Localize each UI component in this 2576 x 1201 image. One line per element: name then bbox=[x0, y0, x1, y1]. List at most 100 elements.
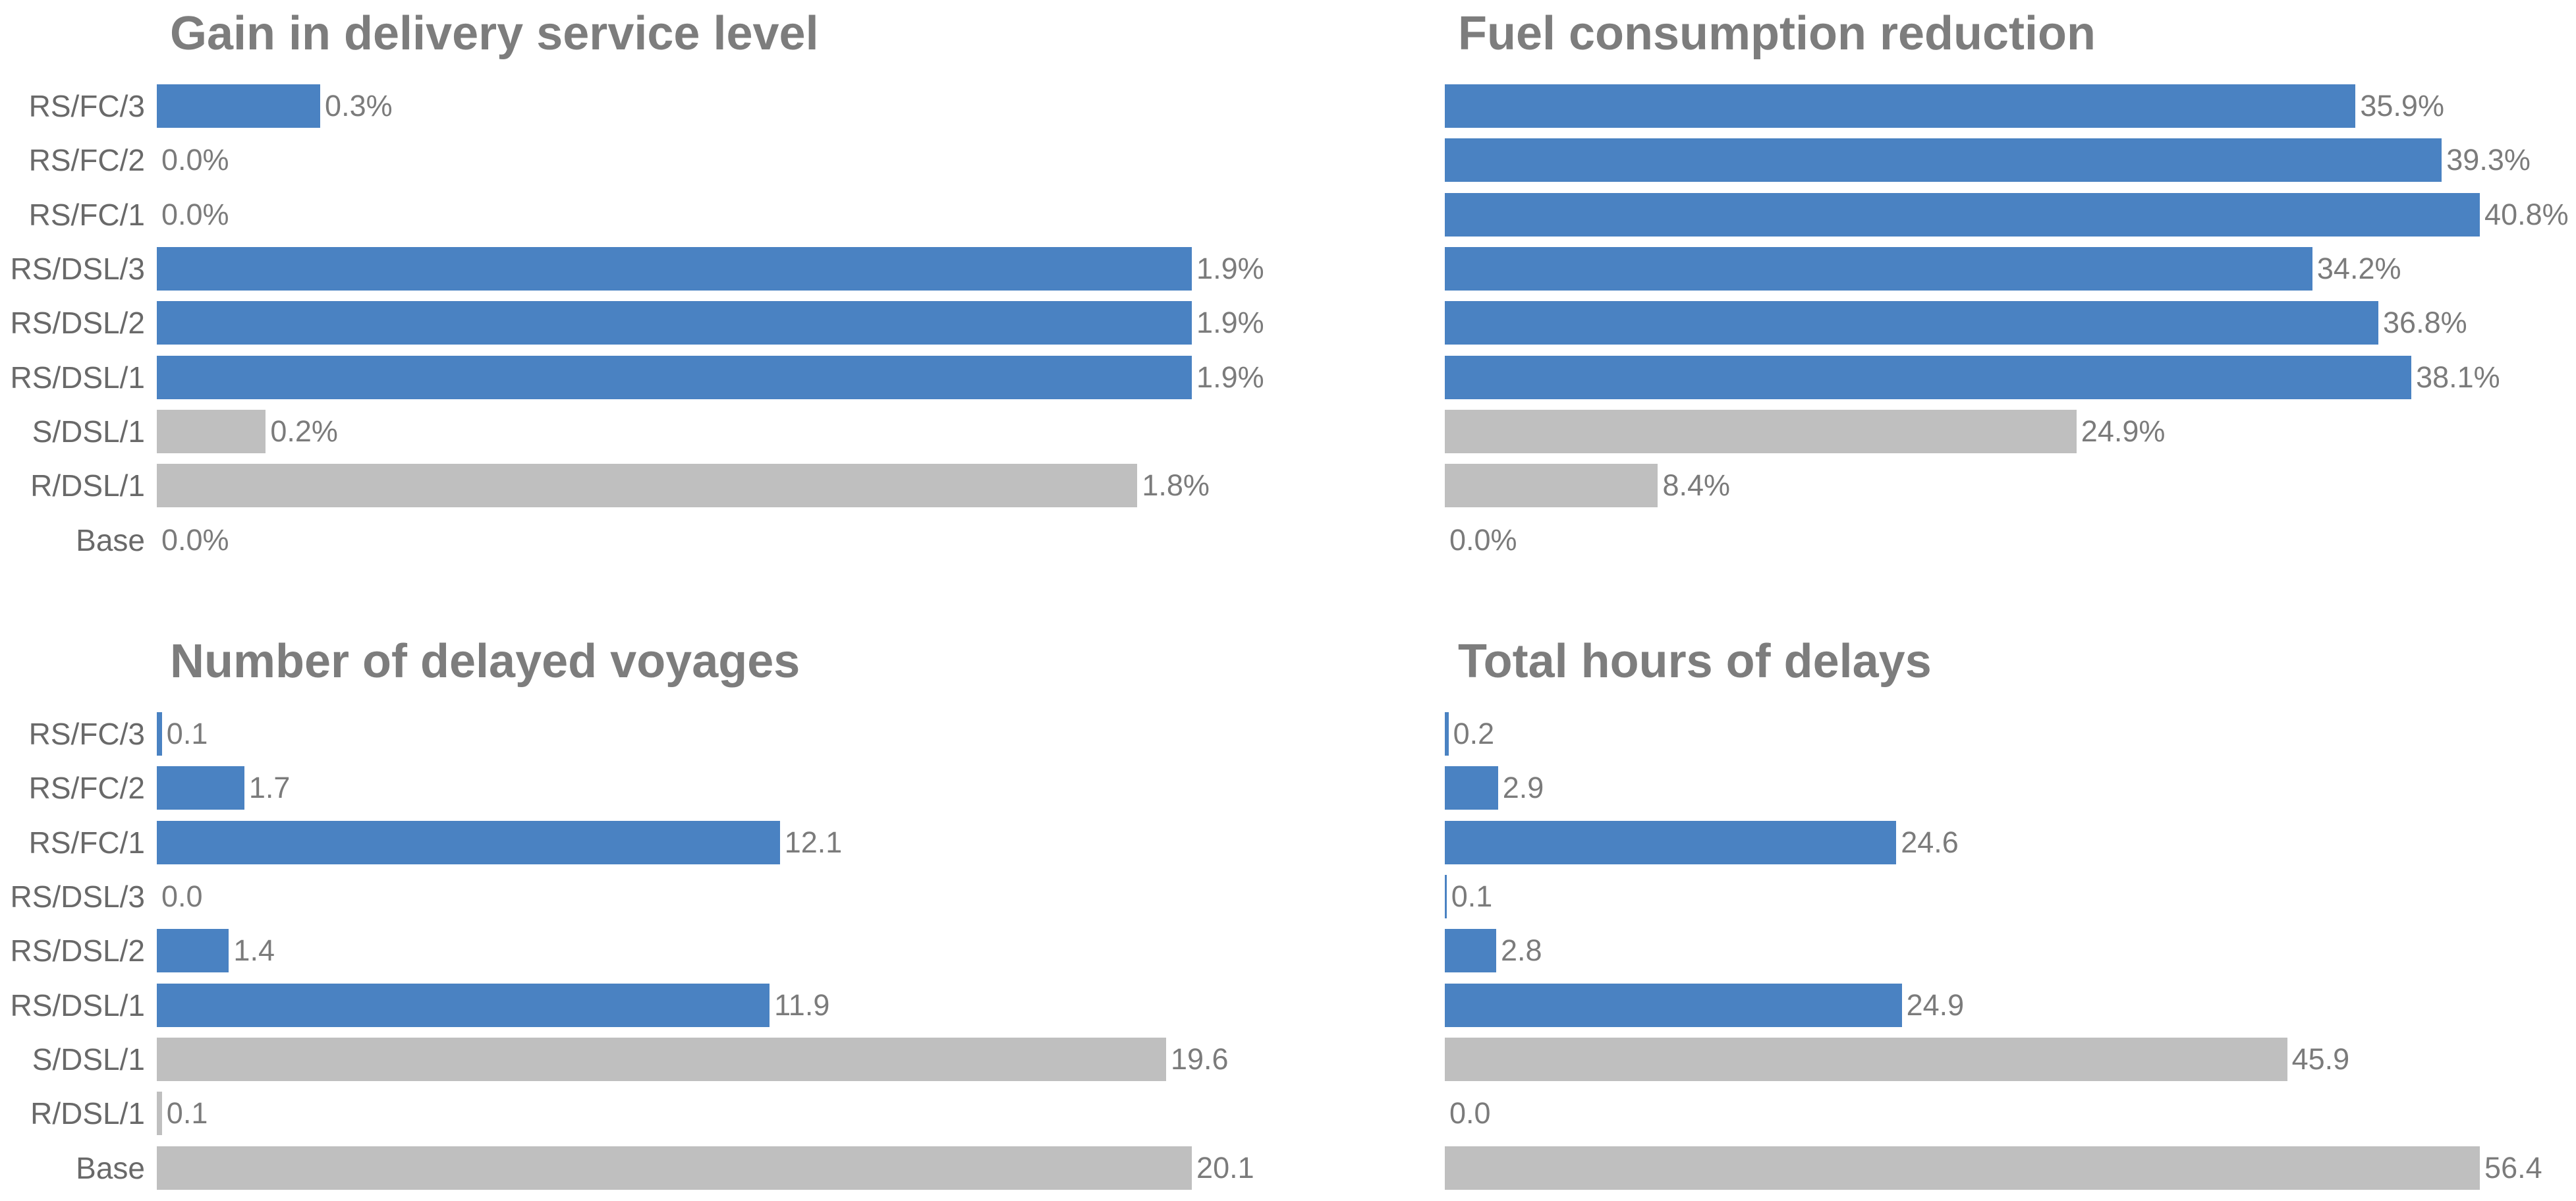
value-label: 34.2% bbox=[2316, 252, 2401, 286]
plot-area: 1.4 bbox=[157, 924, 1288, 978]
plot-area: 8.4% bbox=[1445, 459, 2576, 513]
bar bbox=[157, 929, 229, 973]
value-label: 0.0 bbox=[161, 880, 203, 914]
plot-area: 45.9 bbox=[1445, 1032, 2576, 1086]
chart-row: Base 20.1 bbox=[0, 1140, 1288, 1194]
plot-area: 36.8% bbox=[1445, 296, 2576, 350]
bar bbox=[157, 712, 162, 756]
value-label: 19.6 bbox=[1170, 1042, 1229, 1076]
chart-title: Total hours of delays bbox=[1458, 635, 1932, 688]
plot-area: 38.1% bbox=[1445, 350, 2576, 404]
plot-area: 0.1 bbox=[1445, 870, 2576, 924]
bar bbox=[157, 355, 1192, 399]
plot-area: 0.1 bbox=[157, 1086, 1288, 1140]
chart-title: Number of delayed voyages bbox=[170, 635, 800, 688]
chart-row: RS/DSL/3 0.0 bbox=[0, 870, 1288, 924]
value-label: 0.0% bbox=[161, 522, 229, 557]
value-label: 40.8% bbox=[2484, 197, 2569, 231]
value-label: 56.4 bbox=[2484, 1150, 2542, 1185]
chart-row: RS/DSL/2 1.4 bbox=[0, 924, 1288, 978]
category-label: RS/FC/1 bbox=[28, 197, 145, 232]
chart-total-hours-of-delays: Total hours of delays 0.2 2.9 24.6 0.1 2.8 24… bbox=[1288, 628, 2576, 1201]
value-label: 24.6 bbox=[1901, 825, 1959, 859]
category-label: RS/DSL/1 bbox=[10, 360, 145, 395]
chart-row: RS/DSL/2 1.9% bbox=[0, 296, 1288, 350]
plot-area: 11.9 bbox=[157, 978, 1288, 1032]
value-label: 0.1 bbox=[166, 1096, 208, 1131]
value-label: 20.1 bbox=[1196, 1150, 1254, 1185]
chart-row: 8.4% bbox=[1288, 459, 2576, 513]
plot-area: 0.0% bbox=[157, 513, 1288, 567]
bar bbox=[157, 766, 244, 810]
plot-area: 24.9 bbox=[1445, 978, 2576, 1032]
bar bbox=[157, 247, 1192, 291]
plot-area: 0.2% bbox=[157, 405, 1288, 459]
plot-area: 1.9% bbox=[157, 242, 1288, 296]
bar bbox=[1445, 1037, 2287, 1081]
chart-row: 0.0% bbox=[1288, 513, 2576, 567]
chart-row: 0.1 bbox=[1288, 870, 2576, 924]
chart-row: RS/DSL/1 11.9 bbox=[0, 978, 1288, 1032]
plot-area: 20.1 bbox=[157, 1140, 1288, 1194]
chart-row: 36.8% bbox=[1288, 296, 2576, 350]
chart-row: 2.8 bbox=[1288, 924, 2576, 978]
chart-row: 0.2 bbox=[1288, 707, 2576, 761]
chart-row: 0.0 bbox=[1288, 1086, 2576, 1140]
value-label: 0.1 bbox=[166, 717, 208, 751]
plot-area: 12.1 bbox=[157, 816, 1288, 870]
chart-row: S/DSL/1 19.6 bbox=[0, 1032, 1288, 1086]
category-label: RS/FC/1 bbox=[28, 825, 145, 860]
value-label: 0.3% bbox=[325, 89, 393, 123]
chart-row: R/DSL/1 1.8% bbox=[0, 459, 1288, 513]
bar bbox=[157, 1092, 162, 1136]
plot-area: 24.6 bbox=[1445, 816, 2576, 870]
category-label: R/DSL/1 bbox=[30, 468, 145, 503]
bar bbox=[1445, 301, 2379, 345]
bar bbox=[157, 301, 1192, 345]
bar bbox=[1445, 138, 2442, 182]
plot-area: 0.3% bbox=[157, 79, 1288, 133]
chart-row: RS/DSL/1 1.9% bbox=[0, 350, 1288, 404]
plot-area: 24.9% bbox=[1445, 405, 2576, 459]
value-label: 2.8 bbox=[1501, 934, 1542, 968]
plot-area: 1.8% bbox=[157, 459, 1288, 513]
bar bbox=[1445, 983, 1902, 1027]
value-label: 1.7 bbox=[248, 771, 291, 805]
plot-area: 0.0% bbox=[1445, 513, 2576, 567]
category-label: RS/FC/2 bbox=[28, 143, 145, 178]
value-label: 8.4% bbox=[1662, 468, 1731, 503]
bar bbox=[1445, 409, 2077, 453]
bar bbox=[157, 409, 266, 453]
bar bbox=[157, 464, 1138, 508]
bar bbox=[1445, 712, 1449, 756]
value-label: 36.8% bbox=[2383, 306, 2467, 340]
plot-area: 56.4 bbox=[1445, 1140, 2576, 1194]
bar bbox=[1445, 766, 1498, 810]
chart-row: RS/FC/3 0.1 bbox=[0, 707, 1288, 761]
category-label: R/DSL/1 bbox=[30, 1096, 145, 1131]
category-label: Base bbox=[76, 1150, 145, 1185]
chart-row: 38.1% bbox=[1288, 350, 2576, 404]
plot-area: 34.2% bbox=[1445, 242, 2576, 296]
value-label: 11.9 bbox=[774, 988, 830, 1022]
chart-row: RS/FC/2 1.7 bbox=[0, 761, 1288, 815]
bar bbox=[157, 1146, 1192, 1190]
bar bbox=[157, 1037, 1166, 1081]
value-label: 45.9 bbox=[2291, 1042, 2350, 1076]
plot-area: 0.0 bbox=[1445, 1086, 2576, 1140]
plot-area: 0.0% bbox=[157, 133, 1288, 187]
value-label: 39.3% bbox=[2446, 143, 2531, 177]
chart-row: 2.9 bbox=[1288, 761, 2576, 815]
value-label: 0.0% bbox=[161, 143, 229, 177]
chart-row: 45.9 bbox=[1288, 1032, 2576, 1086]
plot-area: 19.6 bbox=[157, 1032, 1288, 1086]
plot-area: 40.8% bbox=[1445, 188, 2576, 242]
plot-area: 0.2 bbox=[1445, 707, 2576, 761]
value-label: 24.9% bbox=[2081, 414, 2166, 448]
chart-row: RS/FC/1 12.1 bbox=[0, 816, 1288, 870]
chart-row: 56.4 bbox=[1288, 1140, 2576, 1194]
value-label: 0.2 bbox=[1453, 717, 1495, 751]
value-label: 2.9 bbox=[1502, 771, 1544, 805]
value-label: 1.9% bbox=[1196, 360, 1264, 394]
